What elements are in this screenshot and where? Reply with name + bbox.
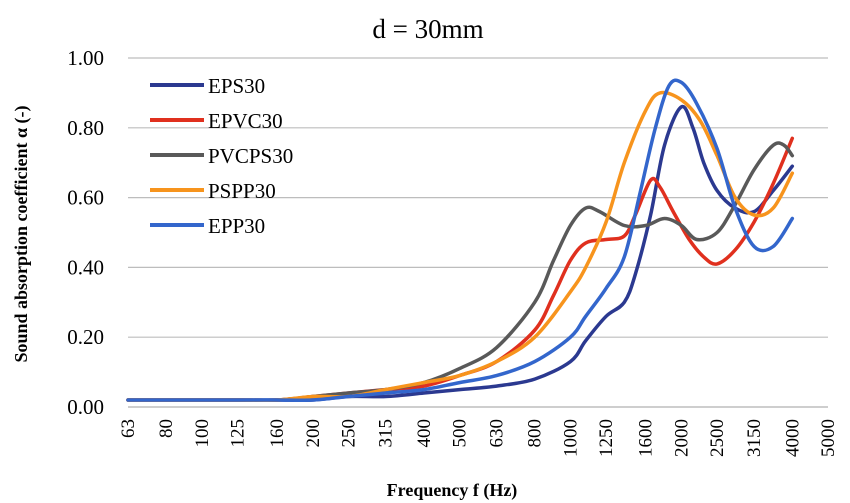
series-line-epvc30	[126, 136, 795, 403]
y-tick-labels: 0.00 0.20 0.40 0.60 0.80 1.00	[67, 46, 104, 419]
legend: EPS30 EPVC30 PVCPS30 PSPP30 EPP30	[150, 74, 293, 238]
series-line-epp30	[126, 78, 795, 403]
x-tick-label: 400	[414, 419, 435, 448]
legend-item-epp30: EPP30	[150, 214, 265, 238]
y-tick-label: 0.20	[67, 325, 104, 349]
y-tick-label: 1.00	[67, 46, 104, 70]
legend-item-epvc30: EPVC30	[150, 109, 283, 133]
x-tick-label: 1250	[596, 419, 617, 457]
x-tick-label: 200	[303, 419, 324, 448]
legend-item-eps30: EPS30	[150, 74, 265, 98]
x-tick-label: 630	[486, 419, 507, 448]
y-tick-label: 0.80	[67, 116, 104, 140]
x-tick-label: 800	[525, 419, 546, 448]
legend-item-pspp30: PSPP30	[150, 179, 276, 203]
x-tick-label: 100	[192, 419, 213, 448]
x-tick-label: 1000	[560, 419, 581, 457]
x-tick-label: 315	[376, 419, 397, 448]
x-tick-label: 4000	[782, 419, 803, 457]
y-axis-label: Sound absorption coefficient α (-)	[11, 105, 32, 362]
x-tick-label: 5000	[818, 419, 839, 457]
legend-label: PSPP30	[208, 179, 276, 203]
x-tick-label: 80	[156, 419, 177, 438]
x-tick-label: 500	[450, 419, 471, 448]
x-tick-label: 63	[118, 419, 139, 438]
series-lines	[126, 78, 795, 403]
x-tick-label: 125	[228, 419, 249, 448]
legend-label: EPVC30	[208, 109, 283, 133]
x-tick-label: 3150	[744, 419, 765, 457]
x-tick-labels: 63 80 100 125 160 200 250 315 400 500 630 800 1000 12…	[118, 419, 839, 457]
x-tick-label: 2000	[671, 419, 692, 457]
legend-label: EPS30	[208, 74, 265, 98]
y-tick-label: 0.40	[67, 255, 104, 279]
x-tick-label: 2500	[707, 419, 728, 457]
chart-title: d = 30mm	[372, 14, 483, 44]
y-tick-label: 0.60	[67, 186, 104, 210]
legend-label: PVCPS30	[208, 144, 293, 168]
legend-label: EPP30	[208, 214, 265, 238]
x-tick-label: 160	[267, 419, 288, 448]
gridlines	[128, 57, 828, 338]
x-tick-label: 1600	[636, 419, 657, 457]
legend-item-pvcps30: PVCPS30	[150, 144, 293, 168]
y-tick-label: 0.00	[67, 395, 104, 419]
x-tick-label: 250	[339, 419, 360, 448]
x-axis-label: Frequency f (Hz)	[387, 480, 518, 501]
